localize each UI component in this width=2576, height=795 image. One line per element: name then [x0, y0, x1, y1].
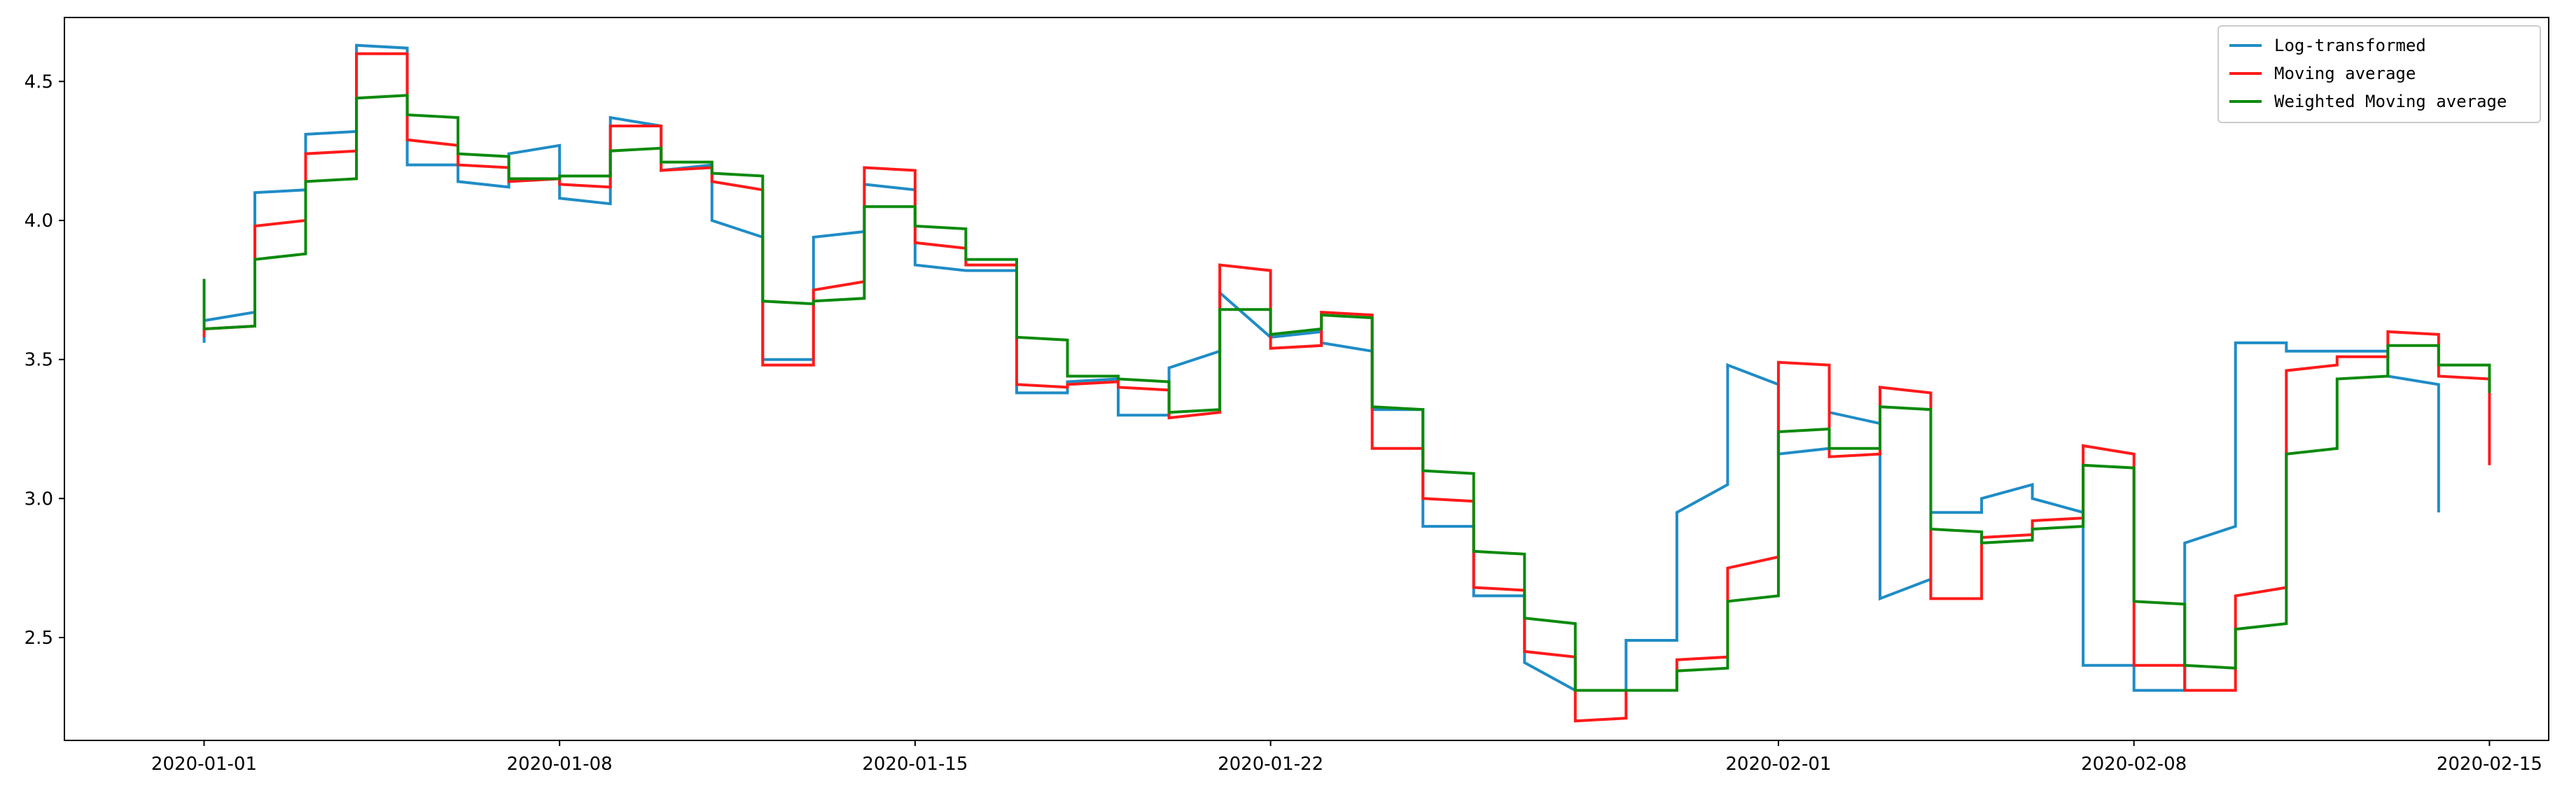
plot-frame: [64, 17, 2549, 741]
x-tick-label: 2020-01-08: [507, 754, 613, 775]
x-tick-label: 2020-01-22: [1218, 754, 1323, 775]
series-layer: [202, 43, 2491, 723]
x-axis: 2020-01-01 2020-01-08 2020-01-15 2020-01-22…: [151, 740, 2542, 775]
x-tick-label: 2020-02-08: [2081, 754, 2187, 775]
legend-label-1: Log-transformed: [2274, 36, 2426, 55]
series-line-2: [202, 52, 2491, 723]
x-tick-label: 2020-01-15: [862, 754, 968, 775]
x-tick-label: 2020-01-01: [151, 754, 257, 775]
x-tick-label: 2020-02-15: [2437, 754, 2542, 775]
y-tick-label: 4.5: [25, 71, 53, 92]
legend-box: [2218, 25, 2541, 123]
legend-label-3: Weighted Moving average: [2274, 92, 2507, 111]
series-line-3: [202, 94, 2491, 692]
legend-label-2: Moving average: [2274, 64, 2416, 83]
x-tick-label: 2020-02-01: [1725, 754, 1831, 775]
y-tick-label: 4.0: [25, 211, 53, 232]
y-tick-label: 3.0: [25, 488, 53, 509]
legend: Log-transformed Moving average Weighted Mo…: [2218, 25, 2541, 123]
y-axis: 2.5 3.0 3.5 4.0 4.5: [25, 71, 64, 649]
y-tick-label: 3.5: [25, 350, 53, 371]
y-tick-label: 2.5: [25, 628, 53, 649]
